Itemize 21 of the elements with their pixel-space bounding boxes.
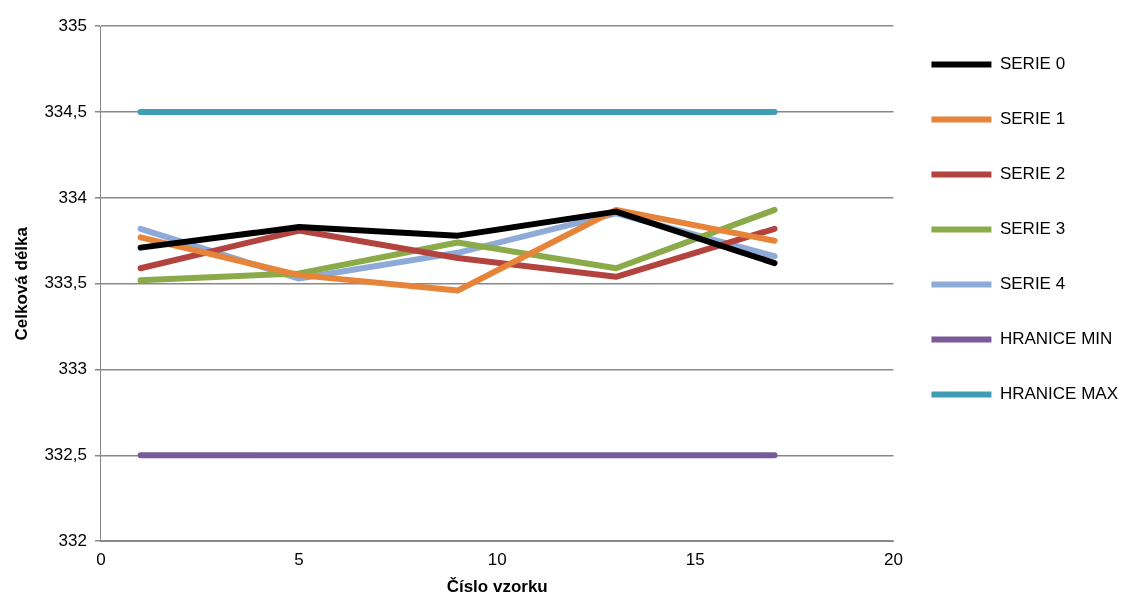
legend-label: SERIE 3 [999, 219, 1066, 239]
x-tick-label: 15 [685, 550, 705, 570]
legend-label: HRANICE MAX [999, 384, 1119, 404]
legend-label: SERIE 4 [999, 274, 1066, 294]
y-tick-label: 333,5 [44, 273, 87, 293]
y-tick-label: 335 [58, 15, 87, 35]
y-tick-label: 334,5 [44, 101, 87, 121]
x-axis-title: Číslo vzorku [446, 577, 548, 597]
y-tick-label: 332,5 [44, 445, 87, 465]
x-tick-label: 20 [883, 550, 903, 570]
x-tick-label: 0 [96, 550, 106, 570]
y-tick-label: 334 [58, 187, 87, 207]
y-tick-label: 332 [58, 530, 87, 550]
legend-label: SERIE 2 [999, 164, 1066, 184]
x-tick-label: 5 [294, 550, 304, 570]
y-tick-label: 333 [58, 359, 87, 379]
x-tick-label: 10 [487, 550, 507, 570]
legend-label: SERIE 1 [999, 109, 1066, 129]
y-axis-title: Celková délka [11, 226, 31, 341]
legend-label: HRANICE MIN [999, 329, 1113, 349]
legend-label: SERIE 0 [999, 54, 1066, 74]
